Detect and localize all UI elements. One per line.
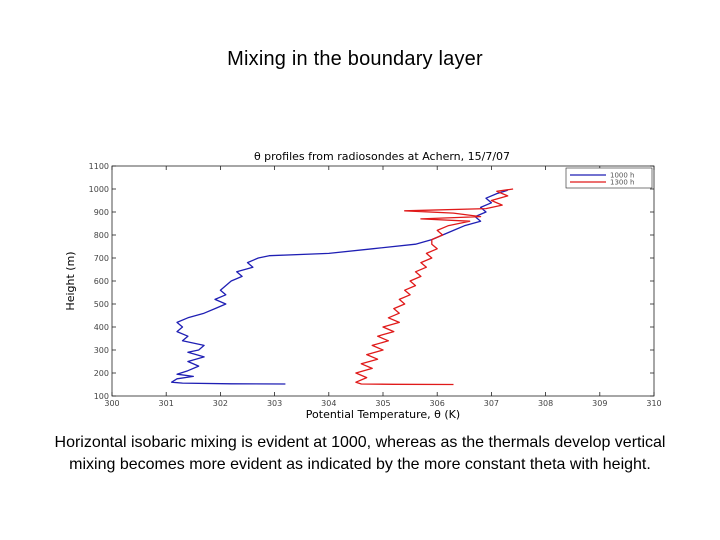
legend-label: 1300 h	[610, 179, 634, 187]
series-line-1300h	[355, 188, 514, 386]
y-tick-label: 500	[94, 300, 109, 309]
series-layer	[170, 188, 514, 386]
slide-title: Mixing in the boundary layer	[227, 48, 483, 70]
x-tick-label: 305	[375, 399, 390, 408]
series-line-1000h	[170, 189, 508, 385]
chart-title: θ profiles from radiosondes at Achern, 1…	[254, 150, 510, 163]
legend-label: 1000 h	[610, 172, 634, 180]
x-tick-label: 307	[484, 399, 499, 408]
chart-canvas: θ profiles from radiosondes at Achern, 1…	[64, 150, 662, 420]
x-tick-label: 302	[213, 399, 228, 408]
y-tick-label: 800	[94, 231, 109, 240]
x-tick-label: 301	[159, 399, 174, 408]
y-tick-label: 1000	[89, 185, 109, 194]
y-tick-label: 1100	[89, 162, 109, 171]
slide-caption: Horizontal isobaric mixing is evident at…	[54, 434, 666, 473]
y-tick-label: 400	[94, 323, 109, 332]
x-tick-label: 304	[321, 399, 336, 408]
axis-ticks: 300 301 302 303 304 305 306 307 308 309 310 100 200 3…	[89, 162, 662, 408]
y-tick-label: 100	[94, 392, 109, 401]
x-tick-label: 300	[104, 399, 119, 408]
y-axis-label: Height (m)	[64, 251, 77, 310]
x-tick-label: 310	[646, 399, 661, 408]
y-tick-label: 600	[94, 277, 109, 286]
x-tick-label: 303	[267, 399, 282, 408]
plot-frame	[111, 165, 655, 397]
y-tick-label: 300	[94, 346, 109, 355]
y-tick-label: 700	[94, 254, 109, 263]
x-axis-label: Potential Temperature, θ (K)	[306, 408, 460, 420]
theta-profile-chart: θ profiles from radiosondes at Achern, 1…	[62, 148, 668, 420]
y-tick-label: 900	[94, 208, 109, 217]
x-tick-label: 308	[538, 399, 553, 408]
legend-box	[565, 167, 653, 189]
x-tick-label: 309	[592, 399, 607, 408]
x-tick-label: 306	[430, 399, 445, 408]
y-tick-label: 200	[94, 369, 109, 378]
